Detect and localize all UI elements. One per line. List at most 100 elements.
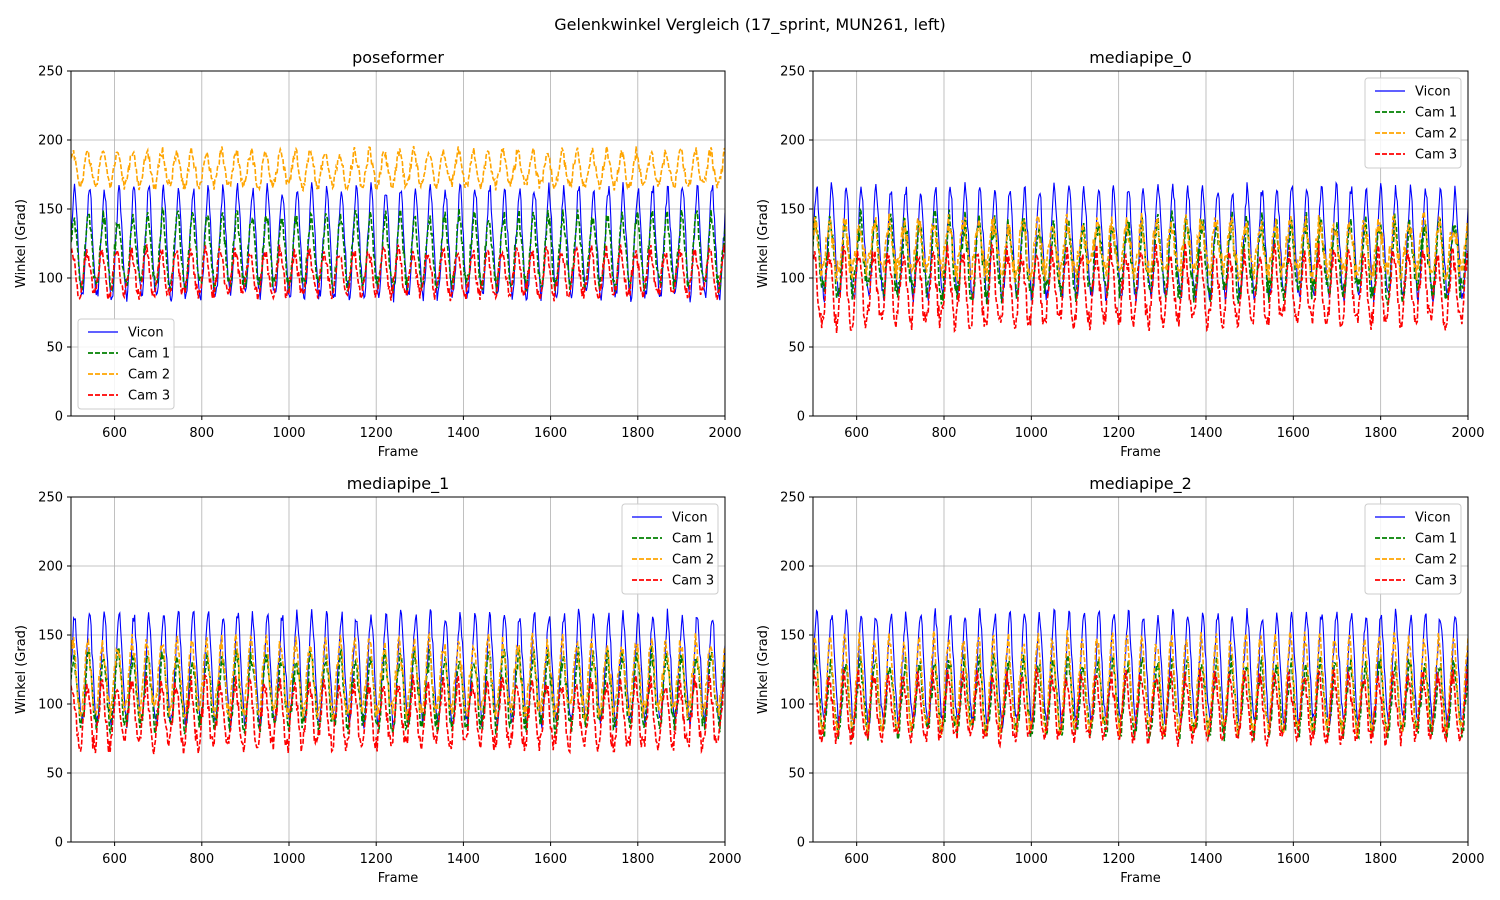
legend-label: Cam 3 (128, 389, 170, 404)
x-tick-label: 1400 (1189, 852, 1222, 867)
x-tick-label: 2000 (1451, 426, 1484, 441)
legend: Vicon Cam 1 Cam 2 Cam 3 (1364, 503, 1462, 595)
chart-panel-3: 600 800 1000 1200 1400 1600 1800 2000 0 50 100 150 2… (756, 474, 1485, 886)
series-line-cam-2 (71, 145, 725, 193)
x-tick-label: 1000 (1015, 426, 1048, 441)
series-line-cam-3 (813, 242, 1468, 334)
x-tick-label: 800 (189, 852, 214, 867)
legend-label: Cam 1 (128, 347, 170, 362)
y-axis-label: Winkel (Grad) (14, 625, 29, 714)
x-tick-label: 1800 (1364, 426, 1397, 441)
chart-title: mediapipe_1 (347, 474, 450, 494)
legend-label: Vicon (1415, 511, 1451, 526)
legend-label: Cam 2 (1415, 127, 1457, 142)
figure-suptitle: Gelenkwinkel Vergleich (17_sprint, MUN26… (554, 15, 946, 34)
series-line-cam-3 (71, 673, 725, 755)
legend-box (621, 503, 719, 595)
legend-label: Vicon (128, 326, 164, 341)
x-tick-label: 800 (932, 426, 957, 441)
y-tick-label: 150 (38, 629, 63, 644)
series-line-cam-2 (71, 631, 725, 723)
x-axis-label: Frame (378, 445, 419, 460)
y-tick-label: 250 (38, 491, 63, 506)
series-line-cam-3 (71, 244, 725, 303)
x-tick-label: 1600 (1277, 852, 1310, 867)
x-axis-label: Frame (1120, 445, 1161, 460)
x-tick-label: 800 (189, 426, 214, 441)
legend-label: Cam 3 (672, 574, 714, 589)
x-tick-label: 2000 (708, 852, 741, 867)
y-tick-label: 100 (38, 272, 63, 287)
x-axis-label: Frame (378, 871, 419, 886)
x-tick-label: 600 (102, 426, 127, 441)
legend: Vicon Cam 1 Cam 2 Cam 3 (1364, 77, 1462, 169)
x-tick-label: 1800 (1364, 852, 1397, 867)
legend-label: Vicon (672, 511, 708, 526)
x-tick-label: 600 (844, 426, 869, 441)
axes-frame (70, 496, 726, 843)
y-tick-label: 50 (46, 767, 63, 782)
x-tick-label: 1000 (272, 852, 305, 867)
y-axis-label: Winkel (Grad) (14, 199, 29, 288)
x-tick-label: 1200 (360, 426, 393, 441)
series-line-cam-2 (813, 630, 1468, 739)
legend-label: Cam 3 (1415, 148, 1457, 163)
legend-label: Cam 1 (1415, 106, 1457, 121)
x-tick-label: 1400 (447, 426, 480, 441)
legend-box (1364, 503, 1462, 595)
x-tick-label: 1600 (534, 426, 567, 441)
x-tick-label: 600 (844, 852, 869, 867)
axes-frame (812, 70, 1469, 417)
x-tick-label: 800 (932, 852, 957, 867)
y-tick-label: 50 (788, 341, 805, 356)
x-tick-label: 1600 (1277, 426, 1310, 441)
series-line-vicon (71, 608, 725, 730)
y-tick-label: 250 (38, 65, 63, 80)
chart-panel-1: 600 800 1000 1200 1400 1600 1800 2000 0 50 100 150 2… (756, 48, 1485, 460)
series-line-cam-1 (813, 652, 1468, 742)
axes-frame (70, 70, 726, 417)
legend-label: Cam 1 (672, 532, 714, 547)
x-tick-label: 1200 (360, 852, 393, 867)
chart-panel-2: 600 800 1000 1200 1400 1600 1800 2000 0 50 100 150 2… (14, 474, 742, 886)
x-tick-label: 2000 (1451, 852, 1484, 867)
chart-title: mediapipe_0 (1089, 48, 1192, 68)
legend-label: Vicon (1415, 85, 1451, 100)
y-tick-label: 150 (780, 629, 805, 644)
y-tick-label: 0 (797, 836, 805, 851)
legend-box (1364, 77, 1462, 169)
series-line-cam-2 (813, 210, 1468, 283)
chart-title: poseformer (352, 48, 444, 67)
y-tick-label: 200 (780, 560, 805, 575)
chart-panel-0: 600 800 1000 1200 1400 1600 1800 2000 0 50 100 150 2… (14, 48, 742, 460)
x-tick-label: 1200 (1102, 852, 1135, 867)
legend-label: Cam 2 (1415, 553, 1457, 568)
x-tick-label: 600 (102, 852, 127, 867)
legend: Vicon Cam 1 Cam 2 Cam 3 (621, 503, 719, 595)
x-tick-label: 1400 (447, 852, 480, 867)
x-tick-label: 1800 (621, 426, 654, 441)
x-tick-label: 1600 (534, 852, 567, 867)
y-tick-label: 0 (797, 410, 805, 425)
y-tick-label: 0 (55, 836, 63, 851)
chart-title: mediapipe_2 (1089, 474, 1192, 494)
y-tick-label: 100 (780, 698, 805, 713)
y-tick-label: 50 (788, 767, 805, 782)
x-tick-label: 1000 (272, 426, 305, 441)
y-tick-label: 100 (38, 698, 63, 713)
legend-label: Cam 2 (672, 553, 714, 568)
y-tick-label: 0 (55, 410, 63, 425)
y-tick-label: 200 (38, 134, 63, 149)
y-tick-label: 100 (780, 272, 805, 287)
x-tick-label: 1000 (1015, 852, 1048, 867)
y-axis-label: Winkel (Grad) (756, 199, 771, 288)
y-tick-label: 250 (780, 65, 805, 80)
y-tick-label: 150 (38, 203, 63, 218)
x-axis-label: Frame (1120, 871, 1161, 886)
y-tick-label: 200 (38, 560, 63, 575)
axes-frame (812, 496, 1469, 843)
series-line-cam-1 (813, 206, 1468, 306)
x-tick-label: 1400 (1189, 426, 1222, 441)
